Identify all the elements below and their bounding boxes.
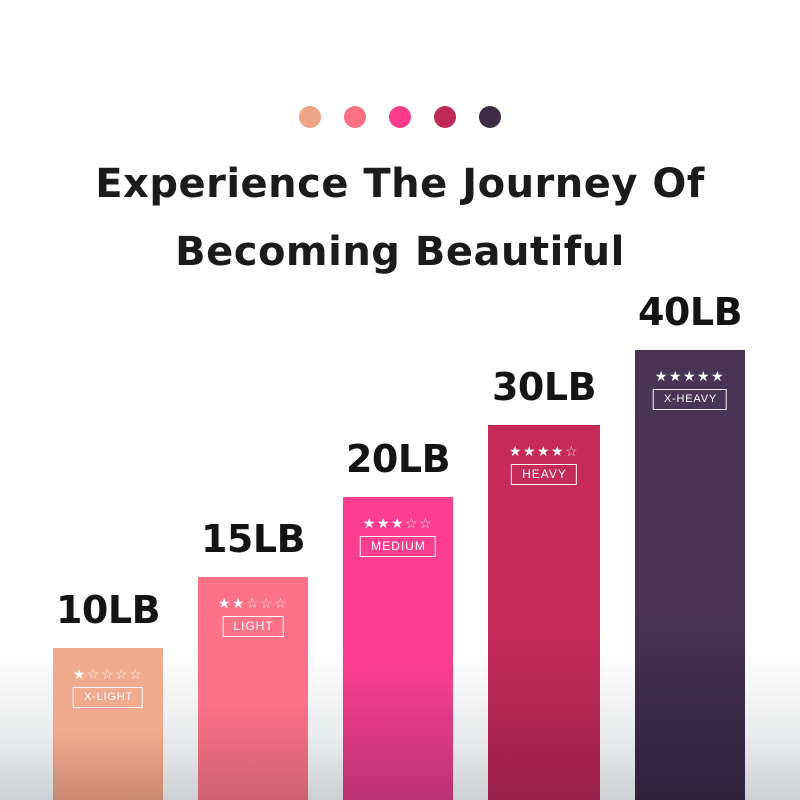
star-rating-icon: ★☆☆☆☆ [72, 666, 144, 682]
page-title: Experience The Journey Of Becoming Beaut… [0, 150, 800, 286]
star-rating-icon: ★★★★★ [654, 368, 726, 384]
level-wrap: X-LIGHT [61, 687, 156, 708]
title-line-2: Becoming Beautiful [175, 229, 625, 275]
level-wrap: HEAVY [496, 464, 592, 485]
bar-weight-label: 15LB [200, 517, 306, 561]
star-rating-icon: ★★★★☆ [508, 443, 580, 459]
bar-badge: ★☆☆☆☆ X-LIGHT [61, 666, 156, 708]
bar-badge: ★★☆☆☆ LIGHT [206, 595, 301, 637]
bar-weight-label: 20LB [345, 437, 451, 481]
dot-heavy [434, 106, 456, 128]
level-wrap: MEDIUM [351, 536, 446, 557]
level-label: MEDIUM [360, 536, 436, 557]
level-label: HEAVY [511, 464, 577, 485]
bar-column[interactable]: ★★★☆☆ MEDIUM [343, 497, 453, 800]
bar-badge: ★★★☆☆ MEDIUM [351, 515, 446, 557]
star-rating-icon: ★★☆☆☆ [217, 595, 289, 611]
bar-column[interactable]: ★☆☆☆☆ X-LIGHT [53, 648, 163, 800]
bar-weight-label: 40LB [637, 290, 743, 334]
bar-group-10lb[interactable]: 10LB ★☆☆☆☆ X-LIGHT [53, 588, 163, 800]
bar-weight-label: 30LB [491, 365, 597, 409]
bar-column[interactable]: ★★★★☆ HEAVY [488, 425, 600, 800]
level-label: X-LIGHT [73, 687, 143, 708]
star-rating-icon: ★★★☆☆ [362, 515, 434, 531]
title-line-1: Experience The Journey Of [95, 161, 705, 207]
level-wrap: X-HEAVY [643, 389, 738, 410]
level-label: X-HEAVY [652, 389, 728, 410]
dot-x-light [299, 106, 321, 128]
bar-group-40lb[interactable]: 40LB ★★★★★ X-HEAVY [635, 290, 745, 800]
bar-badge: ★★★★☆ HEAVY [496, 443, 592, 485]
dot-x-heavy [479, 106, 501, 128]
bar-badge: ★★★★★ X-HEAVY [643, 368, 738, 410]
bar-column[interactable]: ★★★★★ X-HEAVY [635, 350, 745, 800]
dot-medium [389, 106, 411, 128]
bar-group-15lb[interactable]: 15LB ★★☆☆☆ LIGHT [198, 517, 308, 800]
bar-weight-label: 10LB [55, 588, 161, 632]
dot-light [344, 106, 366, 128]
color-swatch-row [0, 106, 800, 128]
level-label: LIGHT [222, 616, 284, 637]
bar-column[interactable]: ★★☆☆☆ LIGHT [198, 577, 308, 800]
level-wrap: LIGHT [206, 616, 301, 637]
bar-group-20lb[interactable]: 20LB ★★★☆☆ MEDIUM [343, 437, 453, 800]
bar-group-30lb[interactable]: 30LB ★★★★☆ HEAVY [488, 365, 600, 800]
